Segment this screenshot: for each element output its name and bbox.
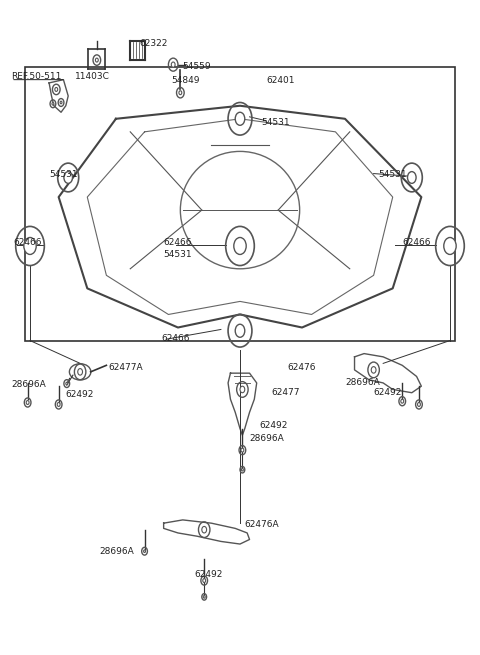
Circle shape <box>57 403 60 406</box>
Circle shape <box>444 238 456 254</box>
Circle shape <box>234 238 246 254</box>
Text: 62466: 62466 <box>164 238 192 247</box>
Text: 54559: 54559 <box>183 62 211 71</box>
Text: 28696A: 28696A <box>345 379 380 388</box>
Text: 62477: 62477 <box>271 388 300 397</box>
Text: 62466: 62466 <box>402 238 431 247</box>
Circle shape <box>203 578 205 582</box>
Circle shape <box>371 367 376 373</box>
Text: 54531: 54531 <box>378 170 407 179</box>
Circle shape <box>240 386 245 393</box>
Circle shape <box>96 58 98 62</box>
Circle shape <box>64 172 72 183</box>
Circle shape <box>144 550 145 553</box>
Text: 54849: 54849 <box>171 77 199 85</box>
Text: 62401: 62401 <box>266 77 295 85</box>
Circle shape <box>418 403 420 406</box>
Circle shape <box>171 62 175 67</box>
Circle shape <box>24 238 36 254</box>
Text: 62492: 62492 <box>373 388 402 397</box>
Text: 11403C: 11403C <box>75 72 110 81</box>
Circle shape <box>202 527 206 533</box>
Text: 62492: 62492 <box>66 390 94 398</box>
Circle shape <box>235 112 245 125</box>
Circle shape <box>203 595 205 598</box>
Text: 62477A: 62477A <box>109 364 144 373</box>
Text: REF.50-511: REF.50-511 <box>11 72 61 81</box>
Circle shape <box>235 324 245 337</box>
Text: 62476: 62476 <box>288 364 316 373</box>
Text: 62492: 62492 <box>195 570 223 578</box>
Text: 62476A: 62476A <box>245 520 279 529</box>
Text: 28696A: 28696A <box>99 547 134 555</box>
Text: 62322: 62322 <box>140 39 168 48</box>
Text: 62466: 62466 <box>13 238 42 247</box>
Circle shape <box>55 88 58 92</box>
Circle shape <box>60 101 62 103</box>
Circle shape <box>241 468 243 471</box>
Circle shape <box>408 172 416 183</box>
Circle shape <box>401 400 404 403</box>
Circle shape <box>52 102 54 105</box>
Circle shape <box>179 91 182 95</box>
Circle shape <box>78 369 83 375</box>
Text: 62492: 62492 <box>259 421 288 430</box>
Text: 54531: 54531 <box>164 250 192 259</box>
Circle shape <box>66 383 68 385</box>
Text: 62466: 62466 <box>161 334 190 343</box>
Text: 28696A: 28696A <box>250 434 284 443</box>
Text: 54531: 54531 <box>49 170 78 179</box>
Text: 54531: 54531 <box>262 117 290 126</box>
Circle shape <box>26 401 29 404</box>
Text: 28696A: 28696A <box>11 381 46 389</box>
Bar <box>25 67 455 341</box>
Circle shape <box>241 448 244 452</box>
